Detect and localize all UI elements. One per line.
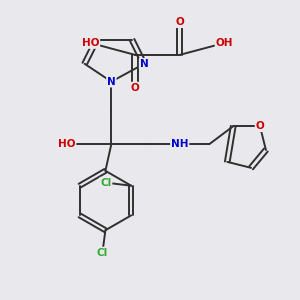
Text: O: O (131, 82, 140, 93)
Text: HO: HO (58, 139, 76, 149)
Text: O: O (175, 17, 184, 27)
Text: Cl: Cl (97, 248, 108, 257)
Text: O: O (256, 121, 264, 131)
Text: Cl: Cl (100, 178, 112, 188)
Text: NH: NH (171, 139, 188, 149)
Text: HO: HO (82, 38, 99, 48)
Text: N: N (107, 76, 116, 87)
Text: N: N (140, 59, 148, 69)
Text: OH: OH (216, 38, 233, 48)
